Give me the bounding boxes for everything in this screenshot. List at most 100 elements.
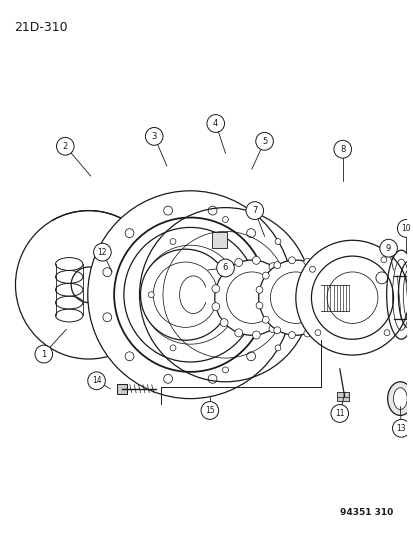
Circle shape (234, 329, 242, 337)
Circle shape (88, 191, 292, 399)
Circle shape (326, 272, 377, 324)
Text: 10: 10 (401, 224, 410, 233)
Circle shape (288, 332, 294, 338)
Circle shape (170, 239, 176, 245)
Circle shape (288, 257, 294, 264)
Circle shape (226, 272, 277, 324)
Circle shape (309, 266, 315, 272)
Circle shape (333, 140, 351, 158)
Circle shape (93, 243, 111, 261)
Circle shape (268, 325, 276, 333)
Text: 6: 6 (222, 263, 228, 272)
Circle shape (208, 206, 216, 215)
Circle shape (220, 269, 228, 277)
Circle shape (211, 285, 219, 293)
Circle shape (141, 245, 239, 344)
Circle shape (153, 262, 217, 327)
Circle shape (330, 405, 348, 422)
Circle shape (375, 272, 387, 284)
Circle shape (325, 279, 332, 286)
Circle shape (329, 294, 335, 301)
Circle shape (383, 330, 389, 336)
Circle shape (262, 316, 268, 323)
Circle shape (15, 211, 161, 359)
Circle shape (280, 311, 288, 319)
Circle shape (316, 266, 323, 273)
Circle shape (258, 260, 332, 335)
Circle shape (208, 374, 216, 383)
Circle shape (280, 276, 288, 284)
Circle shape (88, 372, 105, 390)
Circle shape (148, 292, 154, 297)
Circle shape (303, 259, 310, 265)
Bar (211, 232, 227, 248)
Circle shape (379, 239, 396, 257)
Circle shape (125, 352, 134, 361)
Circle shape (170, 345, 176, 351)
Circle shape (311, 256, 393, 339)
Ellipse shape (393, 387, 406, 409)
Circle shape (163, 206, 172, 215)
Text: 13: 13 (396, 424, 405, 433)
Circle shape (56, 138, 74, 155)
Circle shape (163, 374, 172, 383)
Circle shape (274, 345, 280, 351)
Circle shape (296, 292, 302, 297)
Circle shape (145, 127, 163, 146)
Circle shape (252, 331, 260, 339)
Text: 5: 5 (261, 137, 266, 146)
Circle shape (270, 272, 320, 324)
Text: 14: 14 (92, 376, 101, 385)
Text: 9: 9 (385, 244, 390, 253)
Circle shape (103, 313, 112, 322)
Circle shape (35, 345, 52, 363)
Circle shape (256, 302, 262, 309)
Circle shape (274, 239, 280, 245)
Text: 4: 4 (213, 119, 218, 128)
Circle shape (262, 272, 268, 279)
Circle shape (140, 249, 230, 340)
Circle shape (268, 268, 277, 277)
Circle shape (222, 367, 228, 373)
Circle shape (380, 257, 386, 263)
Circle shape (396, 220, 413, 237)
Text: 21D-310: 21D-310 (14, 21, 68, 34)
Circle shape (220, 319, 228, 327)
Circle shape (252, 256, 260, 264)
Circle shape (256, 286, 262, 293)
Text: 7: 7 (252, 206, 257, 215)
Circle shape (273, 262, 280, 269)
Circle shape (314, 330, 320, 336)
Circle shape (216, 259, 234, 277)
Circle shape (303, 330, 310, 337)
Circle shape (211, 303, 219, 311)
Text: 8: 8 (339, 145, 344, 154)
Circle shape (273, 327, 280, 334)
Circle shape (201, 401, 218, 419)
Circle shape (268, 263, 276, 271)
Circle shape (325, 310, 332, 317)
Text: 2: 2 (62, 142, 68, 151)
Circle shape (245, 201, 263, 220)
Circle shape (234, 259, 242, 266)
Circle shape (123, 228, 256, 362)
Bar (117, 384, 126, 394)
Circle shape (125, 229, 134, 238)
Circle shape (295, 240, 408, 355)
Text: 1: 1 (41, 350, 46, 359)
Circle shape (222, 216, 228, 222)
Bar (336, 392, 348, 401)
Circle shape (285, 294, 292, 302)
Circle shape (392, 419, 409, 437)
Ellipse shape (387, 382, 412, 415)
Circle shape (316, 322, 323, 329)
Text: 12: 12 (97, 248, 107, 257)
Circle shape (255, 132, 273, 150)
Circle shape (206, 115, 224, 132)
Text: 11: 11 (334, 409, 344, 418)
Circle shape (103, 268, 112, 277)
Circle shape (214, 260, 288, 335)
Text: 15: 15 (204, 406, 214, 415)
Circle shape (246, 352, 255, 361)
Text: 3: 3 (151, 132, 157, 141)
